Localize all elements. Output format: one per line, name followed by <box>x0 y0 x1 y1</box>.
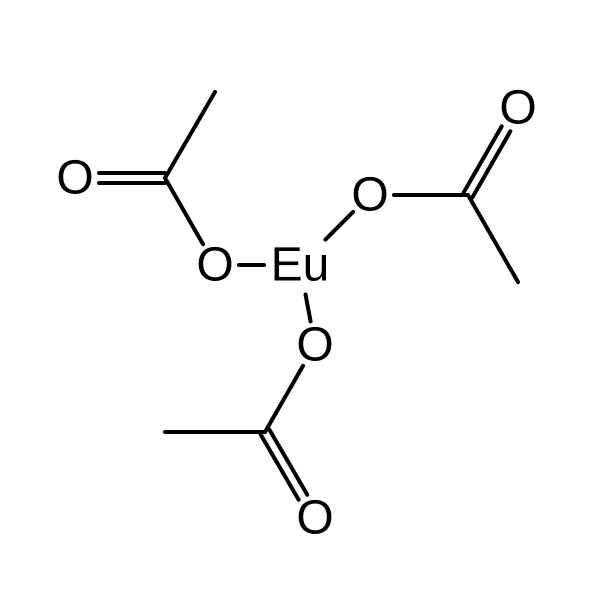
bond <box>306 294 311 321</box>
bond <box>265 366 303 432</box>
molecule-diagram: Eu O O O O O O <box>0 0 600 600</box>
atom-label-O1a: O <box>196 239 233 292</box>
atom-label-O2a: O <box>351 169 388 222</box>
atom-label-O2b: O <box>499 82 536 135</box>
atom-label-O3b: O <box>296 492 333 545</box>
atom-label-Eu: Eu <box>271 239 330 292</box>
bond <box>165 178 203 244</box>
bond <box>468 195 518 282</box>
bond <box>325 212 353 240</box>
atom-label-O3a: O <box>296 319 333 372</box>
atom-label-O1b: O <box>56 152 93 205</box>
bond <box>165 92 215 178</box>
